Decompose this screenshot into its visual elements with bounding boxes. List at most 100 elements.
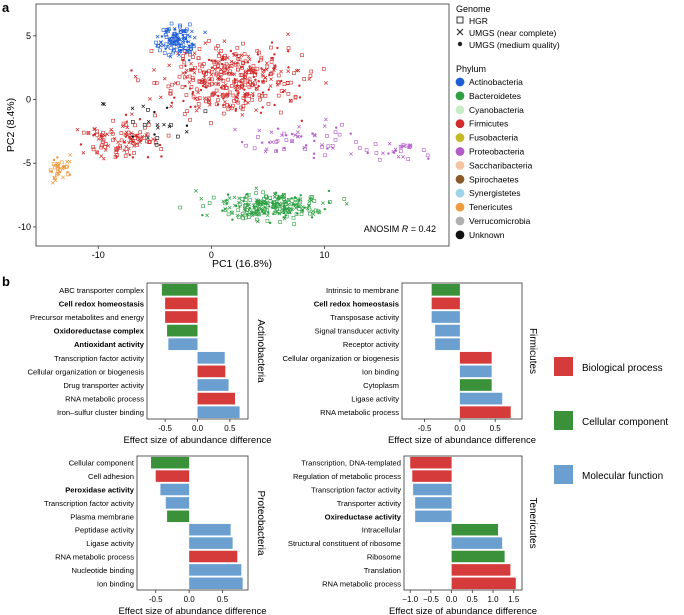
scatter-point [254,87,259,91]
scatter-point [209,70,214,75]
scatter-point [229,84,234,88]
bar-frame [136,455,249,591]
scatter-point [250,91,255,96]
scatter-point [263,207,267,212]
scatter-point [349,132,352,135]
scatter-point [422,148,426,152]
scatter-point [210,59,213,62]
bar-category-label: Ribosome [367,553,401,562]
scatter-point [68,173,71,177]
scatter-point [273,205,277,209]
bar-category-label: Transcription factor activity [311,486,401,495]
bar-category-label: Ion binding [362,367,399,376]
scatter-point [241,60,246,65]
scatter-point [146,108,150,112]
scatter-point [243,215,248,220]
scatter-point [374,151,379,155]
bar-xlabel: Effect size of abundance difference [389,606,537,615]
scatter-point [276,127,280,130]
scatter-point [288,98,293,103]
bar-xlabel: Effect size of abundance difference [388,435,536,446]
scatter-point [137,137,142,142]
scatter-point [279,69,283,74]
scatter-point [354,140,358,144]
scatter-point [130,139,135,143]
y-tick-label: 5 [26,31,31,41]
scatter-point [154,40,158,45]
scatter-point [254,108,258,113]
scatter-point [261,80,264,84]
scatter-point [223,64,227,69]
bar [459,351,492,364]
scatter-point [202,77,206,82]
scatter-point [222,104,227,108]
scatter-point [184,68,189,73]
bar [431,283,460,296]
scatter-point [286,92,291,96]
scatter-point [282,216,287,221]
bar-category-label: Cytoplasm [363,381,399,390]
y-tick-label: -10 [18,222,31,232]
scatter-point [103,148,108,152]
scatter-point [373,142,378,146]
scatter-point [86,131,91,135]
scatter-point [309,198,314,203]
phylum-legend: Actinobacteria Bacteroidetes Cyanobacteria… [455,77,533,240]
scatter-point [216,60,221,65]
scatter-point [280,79,283,83]
scatter-point [254,208,259,212]
scatter-point [364,148,369,152]
scatter-point [104,142,109,146]
x-tick-label: -10 [92,250,105,260]
phylum-swatch-icon [455,174,465,184]
scatter-ticks: -10 0 10 5 0 -5 -10 [18,31,330,260]
scatter-point [95,150,100,155]
scatter-point [271,201,274,204]
scatter-point [302,77,306,81]
scatter-point [250,81,255,85]
bar-category-label: RNA metabolic process [320,408,399,417]
scatter-point [184,84,187,88]
scatter-point [191,91,195,94]
scatter-point [268,221,272,225]
scatter-point [273,103,276,107]
scatter-point [152,68,156,72]
scatter-point [194,105,197,108]
scatter-point [128,153,131,157]
scatter-point [296,134,300,139]
scatter-point [231,93,236,98]
scatter-point [262,196,266,201]
scatter-point [254,191,258,195]
scatter-point [274,149,278,153]
scatter-point [243,88,246,91]
scatter-point [156,125,160,130]
scatter-point [179,29,183,34]
scatter-point [307,77,312,81]
scatter-point [286,32,290,37]
scatter-point [130,69,133,72]
phylum-legend-label: Tenericutes [469,202,512,212]
scatter-point [190,29,194,34]
scatter-point [116,140,120,145]
bar [165,311,198,323]
scatter-point [244,69,248,74]
scatter-point [234,204,238,208]
bar [412,470,452,482]
scatter-point [187,22,192,27]
scatter-point [311,132,314,135]
scatter-point [220,78,224,81]
bar-category-label: Intrinsic to membrane [326,286,399,295]
scatter-point [203,99,208,104]
scatter-point [251,64,256,68]
scatter-point [241,61,245,65]
scatter-point [252,75,255,79]
scatter-point [225,93,230,97]
bar-category-label: Drug transporter activity [63,381,144,390]
facet-label: Tenericutes [527,497,538,548]
phylum-swatch-icon [455,188,465,198]
scatter-point [260,200,265,205]
bar-category-label: Signal transducer activity [315,327,400,336]
scatter-point [357,146,362,150]
scatter-point [309,69,314,74]
scatter-point [243,75,247,79]
